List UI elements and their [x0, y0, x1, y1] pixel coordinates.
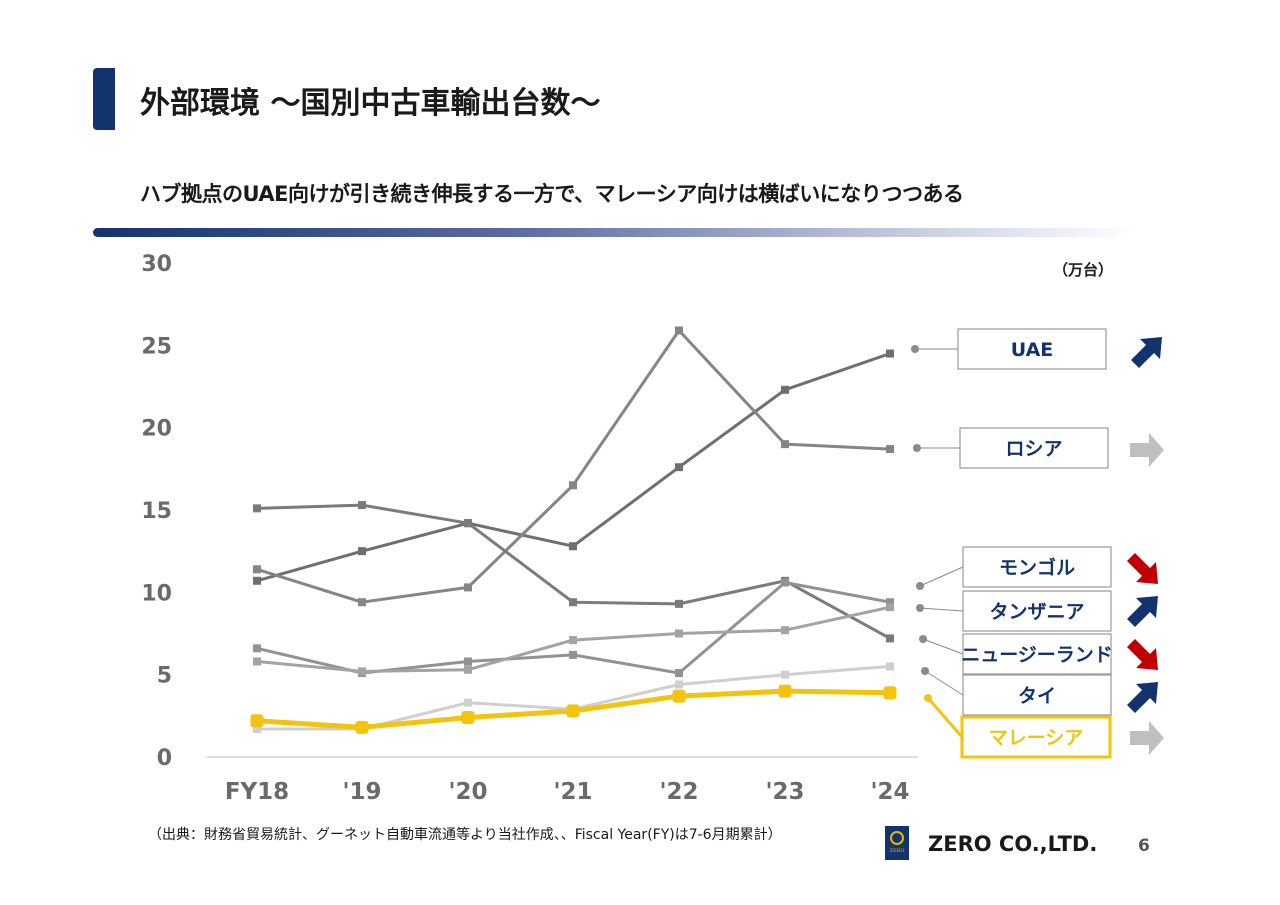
data-point: [569, 598, 577, 607]
legend-label: マレーシア: [989, 727, 1084, 749]
data-point: [886, 662, 894, 671]
data-point: [781, 440, 789, 449]
trend-arrow-icon: [1127, 682, 1158, 713]
data-point: [464, 665, 472, 674]
legend-connector: [919, 607, 964, 612]
legend-label: ロシア: [1005, 438, 1062, 460]
page-title: 外部環境 ～国別中古車輸出台数～: [140, 86, 601, 121]
data-point: [883, 686, 897, 700]
legend-connector: [926, 697, 964, 738]
x-tick-label: '21: [553, 779, 592, 805]
data-point: [569, 481, 577, 490]
trend-arrow-icon: [1127, 553, 1158, 584]
trend-arrow-icon: [1127, 596, 1158, 627]
legend-box: [957, 328, 1107, 370]
data-point: [358, 547, 366, 556]
data-point: [886, 349, 894, 358]
legend-box: [959, 427, 1109, 469]
legend-box: [962, 590, 1112, 632]
y-tick-label: 5: [157, 664, 172, 689]
x-tick-label: '19: [342, 779, 381, 805]
data-point: [253, 565, 261, 574]
data-point: [781, 626, 789, 635]
y-tick-label: 20: [141, 417, 172, 442]
trend-arrow-icon: [1127, 639, 1158, 670]
trend-arrow-icon: [1130, 433, 1164, 467]
legend-box: [962, 633, 1112, 675]
data-point: [886, 634, 894, 643]
data-point: [253, 644, 261, 653]
source-note: （出典：財務省貿易統計、グーネット自動車流通等より当社作成、、Fiscal Ye…: [148, 827, 782, 843]
x-tick-label: FY18: [225, 779, 289, 805]
data-point: [675, 680, 683, 689]
data-point: [675, 463, 683, 472]
data-point: [566, 704, 580, 718]
data-point: [464, 583, 472, 592]
data-point: [464, 519, 472, 528]
data-point: [250, 714, 264, 728]
legend-label: タイ: [1018, 685, 1056, 707]
x-tick-label: '20: [448, 779, 487, 805]
legend-box: [962, 546, 1112, 588]
series-line-1: [256, 329, 891, 604]
legend-label: UAE: [1011, 339, 1054, 361]
logo-text: ZERO: [889, 848, 905, 854]
unit-label: （万台）: [1053, 261, 1113, 279]
data-point: [675, 599, 683, 608]
data-point: [675, 629, 683, 638]
title-accent-bar: [93, 68, 115, 130]
legend-label: ニュージーランド: [961, 644, 1113, 666]
data-point: [781, 670, 789, 679]
data-point: [886, 603, 894, 612]
data-point: [886, 445, 894, 454]
legend-box: [962, 674, 1112, 716]
data-point: [358, 667, 366, 676]
logo-ring-icon: [890, 831, 904, 845]
data-point: [358, 501, 366, 510]
data-point: [358, 598, 366, 607]
data-point: [464, 657, 472, 666]
data-point: [253, 576, 261, 585]
y-tick-label: 25: [141, 334, 172, 359]
y-tick-label: 30: [141, 252, 172, 277]
x-tick-label: '24: [870, 779, 909, 805]
series-line-5: [257, 664, 891, 731]
data-point: [672, 689, 686, 703]
data-point: [781, 578, 789, 587]
legend-label: モンゴル: [999, 556, 1075, 579]
legend-label: タンザニア: [989, 601, 1084, 623]
x-tick-label: '22: [659, 779, 698, 805]
data-point: [355, 720, 369, 734]
legend-connector: [924, 670, 964, 696]
company-name: ZERO CO.,LTD.: [928, 832, 1098, 856]
x-tick-label: '23: [765, 779, 804, 805]
legend-connector: [919, 566, 964, 587]
series-line-2: [256, 503, 891, 640]
data-point: [253, 657, 261, 666]
data-point: [781, 385, 789, 394]
data-point: [778, 684, 792, 698]
data-point: [569, 650, 577, 659]
trend-arrow-icon: [1131, 337, 1162, 368]
page-number: 6: [1138, 836, 1150, 856]
header-divider: [93, 228, 1135, 237]
data-point: [253, 504, 261, 513]
data-point: [461, 710, 475, 724]
page-subtitle: ハブ拠点のUAE向けが引き続き伸長する一方で、マレーシア向けは横ばいになりつつあ…: [140, 182, 964, 206]
data-point: [464, 698, 472, 707]
data-point: [569, 542, 577, 551]
company-logo: ZERO: [885, 826, 909, 860]
y-tick-label: 0: [157, 746, 172, 771]
data-point: [569, 636, 577, 645]
legend-connector: [922, 638, 964, 655]
data-point: [253, 725, 261, 734]
trend-arrow-icon: [1130, 721, 1164, 755]
y-tick-label: 10: [141, 581, 172, 606]
legend-box: [960, 715, 1112, 759]
data-point: [886, 598, 894, 607]
data-point: [675, 326, 683, 335]
data-point: [675, 669, 683, 678]
y-tick-label: 15: [141, 499, 172, 524]
